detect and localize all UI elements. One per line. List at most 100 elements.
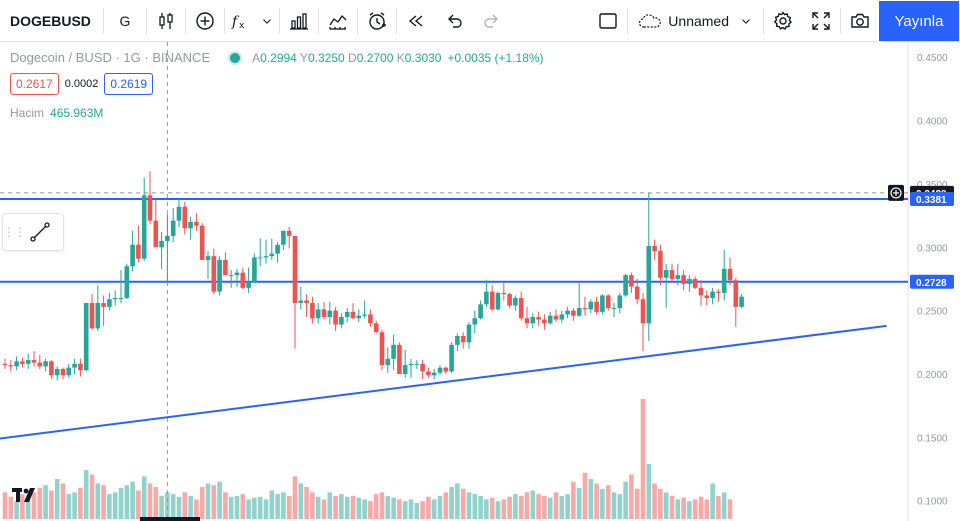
candle-body xyxy=(60,368,66,376)
trend-line-drawing[interactable] xyxy=(0,324,887,440)
toolbar-divider xyxy=(840,8,841,34)
bar-chart-icon xyxy=(289,12,308,30)
alert-button[interactable] xyxy=(358,0,396,42)
volume-bar xyxy=(710,483,715,519)
chart-legend: Dogecoin / BUSD · 1G · BINANCE A0.2994 Y… xyxy=(10,50,544,65)
volume-bar xyxy=(629,474,634,519)
candle-body xyxy=(402,365,408,375)
volume-bar xyxy=(513,494,518,519)
volume-bar xyxy=(211,485,217,519)
candle-body xyxy=(141,195,147,259)
price-axis-tick-label: 0.2000 xyxy=(917,370,948,381)
chart-type-button[interactable] xyxy=(147,0,185,42)
volume-bar xyxy=(489,497,495,519)
candle-body xyxy=(136,244,141,259)
candle-body xyxy=(588,301,594,310)
volume-bar xyxy=(182,492,188,519)
layout-name-button[interactable]: Unnamed xyxy=(628,0,763,42)
volume-legend: Hacim 465.963M xyxy=(10,106,103,120)
alert-icon xyxy=(369,11,386,30)
symbol-search-button[interactable]: DOGEBUSD xyxy=(10,12,91,29)
volume-bar xyxy=(199,487,205,519)
candle-body xyxy=(553,315,559,320)
chevron-down-icon xyxy=(742,19,750,24)
buy-price-button[interactable]: 0.2619 xyxy=(104,73,154,95)
candle-body xyxy=(663,270,669,278)
volume-bar xyxy=(281,492,286,519)
redo-button[interactable] xyxy=(473,0,511,42)
volume-bar xyxy=(54,479,60,519)
volume-bar xyxy=(356,497,362,519)
ohlc-values: A0.2994 Y0.3250 D0.2700 K0.3030 xyxy=(252,51,441,65)
candle-body xyxy=(739,296,744,307)
undo-button[interactable] xyxy=(435,0,473,42)
volume-bar xyxy=(43,485,48,519)
volume-bar xyxy=(25,499,31,519)
volume-bar xyxy=(49,490,54,519)
candle-body xyxy=(350,311,356,319)
spread-value: 0.0002 xyxy=(64,78,99,90)
candle-body xyxy=(95,303,101,329)
candle-body xyxy=(315,309,321,319)
bid-ask-panel: 0.2617 0.0002 0.2619 xyxy=(10,73,154,95)
plus-icon[interactable] xyxy=(890,187,902,199)
trend-line-tool-button[interactable] xyxy=(17,214,63,250)
tradingview-logo-icon[interactable] xyxy=(12,486,40,504)
price-axis-tick-label: 0.4500 xyxy=(917,53,948,64)
volume-bar xyxy=(542,495,547,519)
toolbar-divider xyxy=(102,7,104,34)
volume-bar xyxy=(269,490,275,519)
candle-body xyxy=(559,314,565,320)
volume-bar xyxy=(263,499,269,519)
candle-body xyxy=(640,299,646,324)
price-chart[interactable]: 0.4500 0.4000 0.3500 0.3000 0.2500 0.2000 0.15… xyxy=(0,42,960,521)
floating-drawing-toolbar[interactable]: ⋮⋮ xyxy=(2,213,64,251)
volume-bar xyxy=(681,497,686,519)
candle-body xyxy=(681,275,686,285)
drag-handle-icon[interactable]: ⋮⋮ xyxy=(3,225,26,239)
volume-bar xyxy=(368,501,373,519)
toolbar-divider xyxy=(356,7,358,34)
snapshot-button[interactable] xyxy=(841,0,879,42)
templates-button[interactable] xyxy=(319,0,357,42)
candle-body xyxy=(8,365,14,367)
replay-button[interactable] xyxy=(397,0,435,42)
publish-button[interactable]: Yayınla xyxy=(879,1,959,41)
candle-body xyxy=(310,303,315,319)
fullscreen-button[interactable] xyxy=(802,0,840,42)
price-axis-label-bg xyxy=(910,274,954,289)
volume-bar xyxy=(687,501,692,519)
volume-bar xyxy=(205,483,211,519)
volume-bar xyxy=(547,497,553,519)
settings-button[interactable] xyxy=(764,0,802,42)
indicators-dropdown[interactable] xyxy=(255,0,279,42)
interval-button[interactable]: G xyxy=(119,12,131,29)
compare-button[interactable] xyxy=(186,0,224,42)
volume-bar xyxy=(78,487,83,519)
volume-bar xyxy=(60,483,66,519)
price-axis-tick-label: 0.2500 xyxy=(917,307,948,318)
volume-bar xyxy=(420,501,425,519)
volume-bar xyxy=(350,495,356,519)
candle-body xyxy=(449,344,454,372)
candle-body xyxy=(339,316,344,325)
financials-button[interactable] xyxy=(280,0,318,42)
price-axis-tick-label: 0.4000 xyxy=(917,117,948,128)
candle-body xyxy=(460,335,466,343)
change-value: +0.0035 (+1.18%) xyxy=(447,50,544,65)
candle-body xyxy=(89,303,95,329)
candle-body xyxy=(182,206,188,229)
market-status-icon[interactable] xyxy=(230,52,241,63)
candle-body xyxy=(292,235,298,304)
sell-price-button[interactable]: 0.2617 xyxy=(10,73,59,95)
candle-body xyxy=(263,256,269,258)
time-scale-scrollbar[interactable] xyxy=(140,517,200,521)
candle-body xyxy=(716,291,721,293)
chart-area[interactable]: 0.4500 0.4000 0.3500 0.3000 0.2500 0.2000 0.15… xyxy=(0,42,960,521)
candle-body xyxy=(240,272,246,288)
layout-select-button[interactable] xyxy=(589,0,627,42)
low-value: 0.2700 xyxy=(356,50,394,65)
volume-bar xyxy=(501,499,507,519)
candle-body xyxy=(205,256,211,260)
